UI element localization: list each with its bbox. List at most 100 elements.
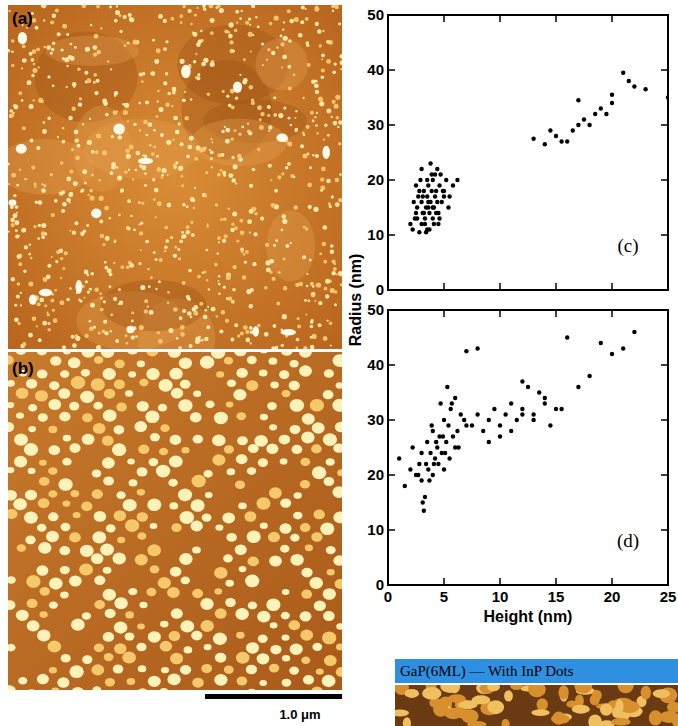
afm-texture: [100, 308, 104, 312]
figure: (a)(b)1.0 μmGaP(6ML) — With InP Dots0102…: [0, 0, 678, 726]
afm-texture: [179, 316, 183, 320]
afm-texture: [246, 380, 258, 391]
afm-texture: [301, 568, 312, 578]
plot-frame: [388, 310, 668, 585]
afm-texture: [203, 470, 212, 478]
afm-texture: [226, 95, 229, 98]
afm-texture: [158, 14, 163, 19]
afm-texture: [16, 212, 18, 214]
afm-texture: [92, 469, 102, 477]
afm-texture: [179, 346, 181, 348]
scatter-point: [434, 440, 438, 444]
afm-texture: [440, 685, 459, 693]
afm-texture: [132, 178, 134, 180]
afm-texture: [173, 116, 178, 121]
scatter-point: [509, 429, 513, 433]
afm-texture: [90, 303, 95, 308]
afm-texture: [281, 67, 283, 69]
afm-texture: [232, 288, 236, 292]
x-tick: [611, 310, 613, 317]
afm-texture: [191, 499, 205, 512]
scatter-point: [455, 178, 459, 182]
afm-texture: [114, 241, 116, 243]
afm-texture: [71, 376, 86, 389]
y-tick: [388, 179, 395, 181]
afm-texture: [245, 338, 250, 343]
afm-texture: [25, 490, 37, 501]
afm-texture: [159, 107, 164, 112]
afm-texture: [225, 319, 229, 323]
x-tick: [667, 578, 669, 585]
afm-texture: [653, 689, 670, 698]
afm-texture: [139, 379, 148, 387]
scatter-point: [548, 128, 552, 132]
afm-texture: [268, 532, 280, 543]
afm-texture: [238, 502, 247, 509]
afm-texture: [306, 285, 309, 288]
afm-texture: [211, 166, 213, 168]
afm-texture: [153, 145, 156, 148]
afm-texture: [223, 174, 226, 177]
afm-texture: [199, 302, 203, 306]
afm-texture: [50, 299, 54, 303]
afm-texture: [254, 212, 258, 216]
afm-texture: [259, 125, 264, 130]
afm-texture: [235, 10, 239, 14]
afm-texture: [179, 14, 183, 18]
afm-texture: [54, 199, 58, 203]
scatter-point: [417, 189, 421, 193]
afm-texture: [32, 317, 37, 322]
scatter-point: [403, 484, 407, 488]
afm-texture: [290, 242, 292, 244]
afm-texture: [204, 309, 207, 312]
afm-texture: [287, 141, 292, 146]
afm-texture: [154, 188, 159, 193]
afm-texture: [208, 288, 210, 290]
afm-texture: [73, 106, 130, 192]
afm-image-a: [8, 5, 342, 349]
scatter-point: [445, 385, 449, 389]
afm-texture: [231, 338, 235, 342]
afm-texture: [64, 57, 69, 62]
afm-texture: [169, 368, 182, 380]
afm-texture: [300, 144, 304, 148]
afm-texture: [300, 611, 312, 621]
afm-texture: [100, 296, 103, 299]
afm-texture: [43, 121, 46, 124]
scatter-point: [429, 189, 433, 193]
scatter-point: [632, 330, 636, 334]
x-tick: [387, 578, 389, 585]
afm-texture: [164, 245, 168, 249]
afm-texture: [70, 490, 79, 497]
y-tick-label: 50: [367, 6, 384, 23]
afm-texture: [172, 138, 174, 140]
scatter-point: [429, 423, 433, 427]
afm-texture: [94, 356, 103, 364]
afm-texture: [281, 172, 284, 175]
afm-texture: [60, 370, 69, 378]
label-patch: [610, 235, 646, 257]
afm-texture: [30, 257, 33, 260]
scatter-point: [419, 478, 423, 482]
afm-texture: [215, 653, 227, 663]
scatter-point: [515, 418, 519, 422]
afm-texture: [94, 576, 105, 586]
afm-texture: [267, 105, 271, 109]
afm-texture: [178, 122, 181, 125]
afm-texture: [39, 460, 47, 466]
afm-texture: [42, 5, 47, 9]
afm-texture: [130, 215, 132, 217]
afm-texture: [51, 688, 59, 690]
afm-texture: [285, 244, 289, 248]
afm-texture: [160, 133, 164, 137]
afm-texture: [139, 72, 143, 76]
afm-texture: [114, 622, 128, 634]
afm-texture: [205, 401, 214, 409]
scatter-point: [441, 189, 445, 193]
afm-texture: [302, 154, 307, 159]
afm-texture: [110, 68, 112, 70]
afm-texture: [39, 611, 47, 618]
afm-texture: [236, 652, 250, 664]
afm-texture: [205, 171, 208, 174]
afm-texture: [41, 188, 46, 193]
